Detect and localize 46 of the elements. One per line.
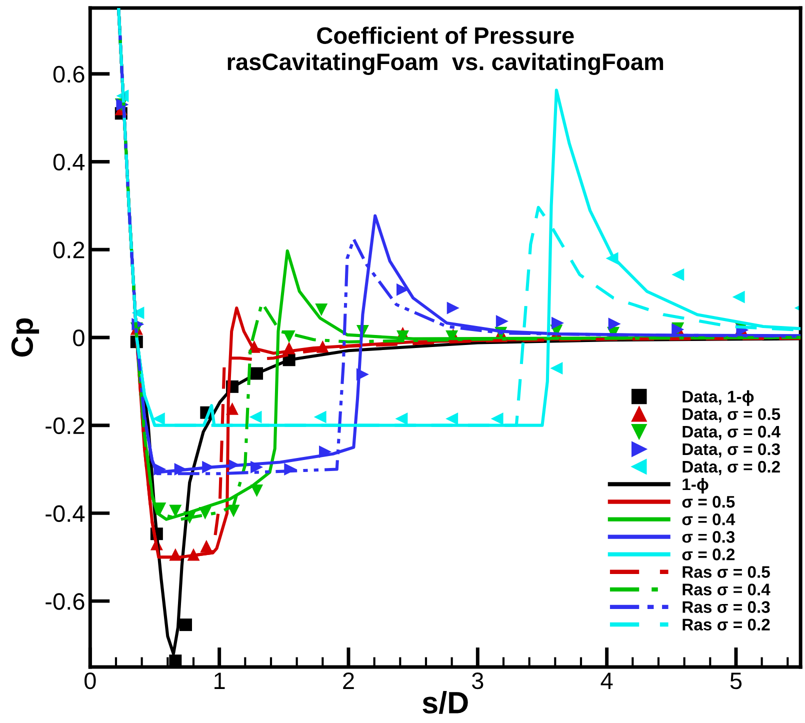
y-tick-label: -0.6 bbox=[46, 593, 84, 610]
legend-label: Ras σ = 0.2 bbox=[682, 618, 770, 630]
point bbox=[672, 268, 684, 281]
legend-label: Ras σ = 0.3 bbox=[682, 601, 770, 613]
point bbox=[496, 314, 508, 328]
point bbox=[550, 362, 563, 374]
y-tick-label: 0.2 bbox=[53, 242, 84, 258]
legend-label: Data, σ = 0.3 bbox=[682, 443, 780, 458]
legend-label: Data, σ = 0.5 bbox=[682, 408, 780, 422]
legend-label: Ras σ = 0.5 bbox=[682, 566, 770, 578]
point bbox=[446, 412, 458, 425]
legend-label: Data, σ = 0.4 bbox=[682, 426, 780, 440]
point bbox=[179, 618, 192, 632]
point bbox=[608, 318, 621, 330]
x-axis-title: s/D bbox=[422, 691, 468, 714]
point bbox=[446, 302, 460, 314]
x-tick-label: 3 bbox=[472, 672, 484, 690]
text: Coefficient of Pressure bbox=[317, 26, 574, 44]
x-tick-label: 2 bbox=[343, 672, 354, 689]
point bbox=[395, 412, 408, 425]
y-tick-label: 0.4 bbox=[53, 154, 85, 171]
point bbox=[551, 316, 564, 330]
x-tick-label: 5 bbox=[730, 672, 742, 690]
legend-label: Data, σ = 0.2 bbox=[682, 460, 780, 476]
legend-label: σ = 0.3 bbox=[682, 531, 735, 543]
point bbox=[732, 290, 745, 304]
y-tick-label: -0.2 bbox=[46, 417, 84, 434]
x-tick-label: 1 bbox=[214, 672, 225, 689]
point bbox=[200, 540, 213, 552]
y-tick-label: 0.6 bbox=[53, 66, 84, 83]
legend-label: σ = 0.2 bbox=[682, 548, 735, 560]
x-tick-label: 4 bbox=[600, 672, 613, 689]
y-tick-label: 0 bbox=[73, 330, 84, 346]
legend-label: Ras σ = 0.4 bbox=[682, 584, 770, 596]
x-tick-label: 0 bbox=[84, 672, 96, 690]
point bbox=[314, 410, 326, 424]
legend-label: σ = 0.5 bbox=[682, 496, 735, 508]
y-axis-title: Cp bbox=[11, 318, 40, 357]
point bbox=[315, 304, 328, 316]
legend-label: 1-ϕ bbox=[682, 478, 708, 494]
y-tick-label: -0.4 bbox=[46, 505, 85, 522]
point bbox=[490, 412, 504, 425]
text: rasCavitatingFoam vs. cavitatingFoam bbox=[228, 52, 664, 76]
legend-label: Data, 1-ϕ bbox=[682, 390, 754, 406]
point bbox=[249, 410, 262, 424]
legend-label: σ = 0.4 bbox=[682, 513, 736, 526]
